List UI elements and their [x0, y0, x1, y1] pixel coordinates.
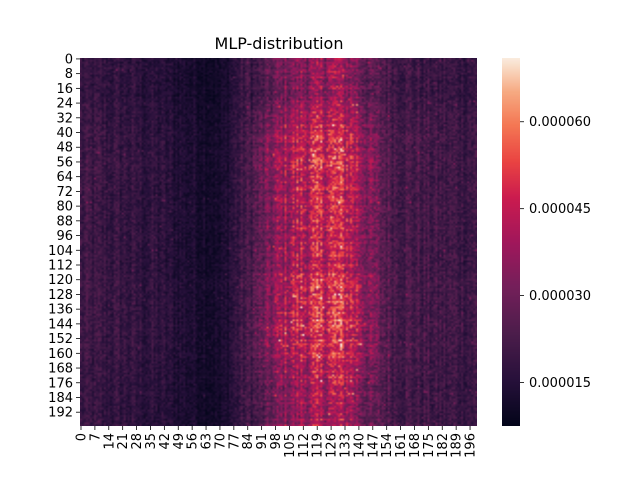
y-tick-label: 136	[48, 303, 73, 318]
y-tick-label: 48	[56, 141, 73, 156]
y-tick-label: 64	[56, 170, 73, 185]
colorbar-axis: 0.000015 0.000030 0.000045 0.000060	[520, 115, 591, 391]
x-tick-label: 105	[283, 433, 298, 458]
x-tick-label: 7	[88, 433, 103, 441]
x-tick-label: 189	[450, 433, 465, 458]
y-tick-label: 0	[65, 52, 73, 67]
x-tick-label: 147	[366, 433, 381, 458]
x-tick-label: 0	[74, 433, 89, 441]
heatmap-cells	[80, 58, 477, 426]
x-tick-label: 133	[338, 433, 353, 458]
chart-title: MLP-distribution	[215, 34, 344, 53]
colorbar-tick-label: 0.000030	[529, 289, 591, 304]
x-tick-label: 154	[380, 433, 395, 458]
x-tick-label: 175	[422, 433, 437, 458]
x-tick-label: 21	[116, 433, 131, 450]
x-tick-label: 56	[186, 433, 201, 450]
y-tick-label: 96	[56, 229, 73, 244]
x-tick-label: 84	[241, 433, 256, 450]
x-tick-label: 98	[269, 433, 284, 450]
x-tick-label: 49	[172, 433, 187, 450]
colorbar	[502, 58, 520, 426]
y-axis: 0816243240485664728088961041121201281361…	[48, 52, 80, 420]
y-tick-label: 8	[65, 67, 73, 82]
y-tick-label: 112	[48, 259, 73, 274]
x-tick-label: 14	[102, 433, 117, 450]
x-tick-label: 63	[200, 433, 215, 450]
y-tick-label: 192	[48, 406, 73, 421]
x-tick-label: 91	[255, 433, 270, 450]
x-tick-label: 161	[394, 433, 409, 458]
y-tick-label: 24	[56, 97, 73, 112]
y-tick-label: 40	[56, 126, 73, 141]
colorbar-tick-label: 0.000045	[529, 202, 591, 217]
x-tick-label: 112	[297, 433, 312, 458]
x-axis: 0714212835424956637077849198105112119126…	[74, 426, 478, 458]
x-tick-label: 119	[311, 433, 326, 458]
y-tick-label: 168	[48, 362, 73, 377]
x-tick-label: 168	[408, 433, 423, 458]
y-tick-label: 80	[56, 200, 73, 215]
y-tick-label: 32	[56, 111, 73, 126]
y-tick-label: 16	[56, 82, 73, 97]
y-tick-label: 160	[48, 347, 73, 362]
y-tick-label: 72	[56, 185, 73, 200]
x-tick-label: 70	[213, 433, 228, 450]
x-tick-label: 77	[227, 433, 242, 450]
x-tick-label: 126	[325, 433, 340, 458]
y-tick-label: 120	[48, 273, 73, 288]
x-tick-label: 35	[144, 433, 159, 450]
y-tick-label: 184	[48, 391, 73, 406]
x-tick-label: 42	[158, 433, 173, 450]
y-tick-label: 56	[56, 155, 73, 170]
colorbar-tick-label: 0.000060	[529, 115, 591, 130]
y-tick-label: 88	[56, 214, 73, 229]
colorbar-tick-label: 0.000015	[529, 376, 591, 391]
y-tick-label: 176	[48, 376, 73, 391]
x-tick-label: 28	[130, 433, 145, 450]
x-tick-label: 140	[352, 433, 367, 458]
y-tick-label: 104	[48, 244, 73, 259]
x-tick-label: 182	[436, 433, 451, 458]
x-tick-label: 196	[464, 433, 479, 458]
y-tick-label: 128	[48, 288, 73, 303]
y-tick-label: 152	[48, 332, 73, 347]
y-tick-label: 144	[48, 317, 73, 332]
